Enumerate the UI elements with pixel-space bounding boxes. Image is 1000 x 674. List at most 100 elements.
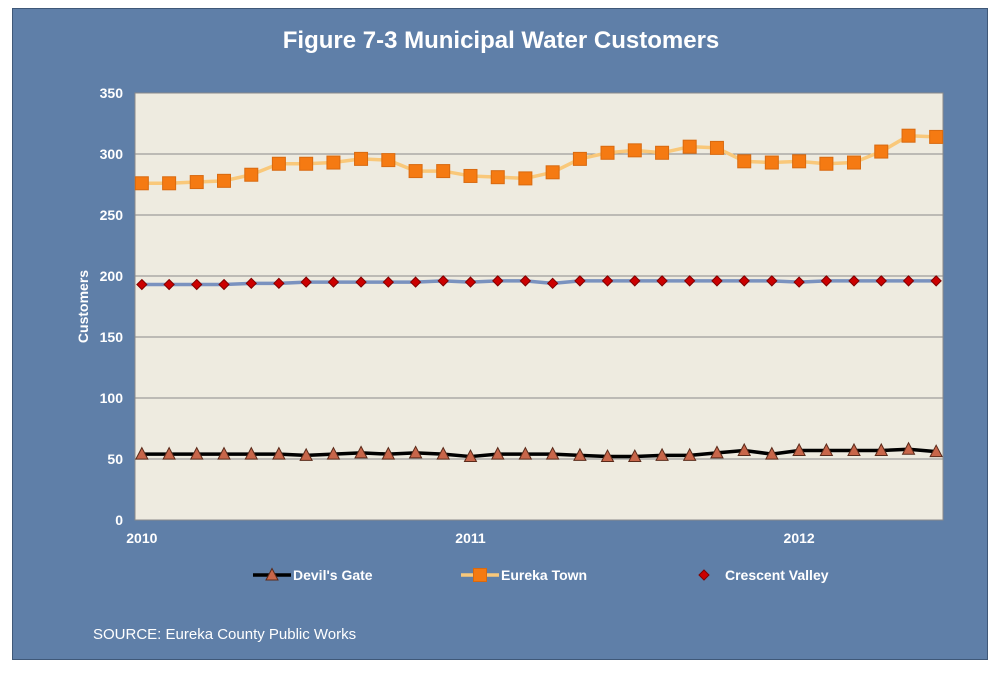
data-point-crescent-valley (245, 277, 257, 290)
data-point-eureka-town (381, 153, 396, 168)
data-point-devil-s-gate (408, 445, 423, 459)
data-point-eureka-town (874, 144, 889, 159)
y-tick-label: 350 (100, 85, 124, 101)
data-point-eureka-town (162, 176, 177, 191)
series-line-devil-s-gate (141, 447, 937, 459)
data-point-crescent-valley (492, 275, 504, 287)
data-point-eureka-town (682, 139, 697, 154)
data-point-crescent-valley (574, 275, 586, 287)
chart-svg: 0 50 100 150 200 250 300 350 2010 2011 2012 Custo… (75, 85, 944, 583)
data-point-devil-s-gate (272, 446, 286, 460)
data-point-eureka-town (518, 171, 533, 186)
data-point-eureka-town (846, 155, 861, 170)
data-point-crescent-valley (273, 277, 285, 290)
data-point-devil-s-gate (655, 447, 669, 461)
data-point-eureka-town (354, 151, 369, 166)
data-point-eureka-town (490, 170, 505, 185)
data-point-crescent-valley (300, 276, 312, 288)
data-point-devil-s-gate (765, 446, 779, 460)
data-point-devil-s-gate (710, 445, 724, 459)
data-point-devil-s-gate (518, 446, 533, 460)
data-point-eureka-town (764, 155, 779, 170)
y-tick-label: 0 (115, 512, 123, 528)
data-point-devil-s-gate (436, 446, 451, 460)
data-point-crescent-valley (683, 275, 696, 287)
data-point-crescent-valley (327, 276, 340, 288)
data-point-crescent-valley (382, 276, 395, 288)
legend-label: Crescent Valley (725, 567, 829, 583)
legend-label: Eureka Town (501, 567, 587, 583)
series-devil-s-gate (135, 441, 943, 463)
data-point-eureka-town (326, 155, 341, 170)
data-point-devil-s-gate (463, 448, 478, 463)
data-point-crescent-valley (163, 278, 175, 291)
data-point-devil-s-gate (217, 446, 231, 460)
data-point-eureka-town (819, 156, 834, 171)
data-point-crescent-valley (191, 278, 203, 291)
data-point-crescent-valley (902, 275, 915, 287)
y-tick-label: 50 (107, 451, 123, 467)
legend-marker (473, 568, 487, 582)
data-point-devil-s-gate (901, 441, 916, 455)
legend-marker (265, 567, 279, 581)
data-point-crescent-valley (875, 275, 887, 287)
data-point-crescent-valley (848, 275, 860, 287)
data-point-devil-s-gate (189, 446, 204, 460)
data-point-eureka-town (627, 143, 642, 158)
data-point-devil-s-gate (299, 447, 313, 461)
series-eureka-town (134, 128, 944, 191)
y-tick-label: 250 (100, 207, 124, 223)
source-note: SOURCE: Eureka County Public Works (93, 626, 357, 643)
y-tick-label: 100 (100, 390, 124, 406)
data-point-devil-s-gate (244, 446, 259, 460)
data-point-eureka-town (189, 175, 204, 190)
data-point-eureka-town (545, 165, 560, 180)
data-point-crescent-valley (601, 275, 614, 287)
data-point-devil-s-gate (819, 442, 834, 456)
data-point-eureka-town (436, 164, 451, 179)
x-tick-label: 2011 (455, 530, 486, 546)
data-point-devil-s-gate (792, 442, 806, 456)
data-point-eureka-town (737, 154, 752, 169)
data-point-devil-s-gate (682, 447, 697, 461)
y-axis-label: Customers (75, 270, 91, 343)
data-point-crescent-valley (766, 275, 778, 287)
data-point-crescent-valley (738, 275, 750, 287)
data-point-eureka-town (217, 173, 232, 188)
data-point-eureka-town (463, 168, 478, 183)
data-point-crescent-valley (656, 275, 668, 287)
y-tick-label: 150 (100, 329, 124, 345)
legend-marker (698, 569, 710, 581)
chart-frame: Figure 7-3 Municipal Water Customers 0 50… (12, 8, 988, 660)
data-point-crescent-valley (136, 278, 148, 291)
legend-label: Devil's Gate (293, 567, 373, 583)
data-point-crescent-valley (437, 275, 449, 287)
data-point-eureka-town (600, 145, 615, 160)
series-crescent-valley (136, 275, 942, 291)
y-tick-label: 300 (100, 146, 124, 162)
data-point-eureka-town (901, 128, 916, 143)
data-point-eureka-town (929, 129, 944, 144)
data-point-crescent-valley (546, 277, 559, 290)
legend-item-crescent-valley: Crescent Valley (698, 567, 829, 583)
legend-item-devil-s-gate: Devil's Gate (253, 567, 373, 583)
data-point-devil-s-gate (600, 448, 615, 463)
legend-item-eureka-town: Eureka Town (461, 567, 587, 583)
data-point-crescent-valley (711, 275, 723, 287)
data-point-devil-s-gate (354, 445, 368, 459)
data-point-eureka-town (792, 154, 807, 169)
data-point-devil-s-gate (874, 442, 889, 456)
data-point-eureka-town (134, 176, 149, 191)
data-point-eureka-town (655, 145, 670, 160)
data-point-crescent-valley (409, 276, 422, 288)
data-point-crescent-valley (218, 278, 230, 291)
data-point-eureka-town (271, 156, 286, 171)
data-point-devil-s-gate (847, 442, 861, 456)
data-point-eureka-town (408, 164, 423, 179)
data-point-eureka-town (244, 167, 259, 182)
data-point-crescent-valley (355, 276, 367, 288)
data-point-crescent-valley (464, 276, 477, 288)
data-point-devil-s-gate (929, 444, 943, 458)
data-point-crescent-valley (629, 275, 641, 287)
x-tick-label: 2010 (126, 530, 157, 546)
